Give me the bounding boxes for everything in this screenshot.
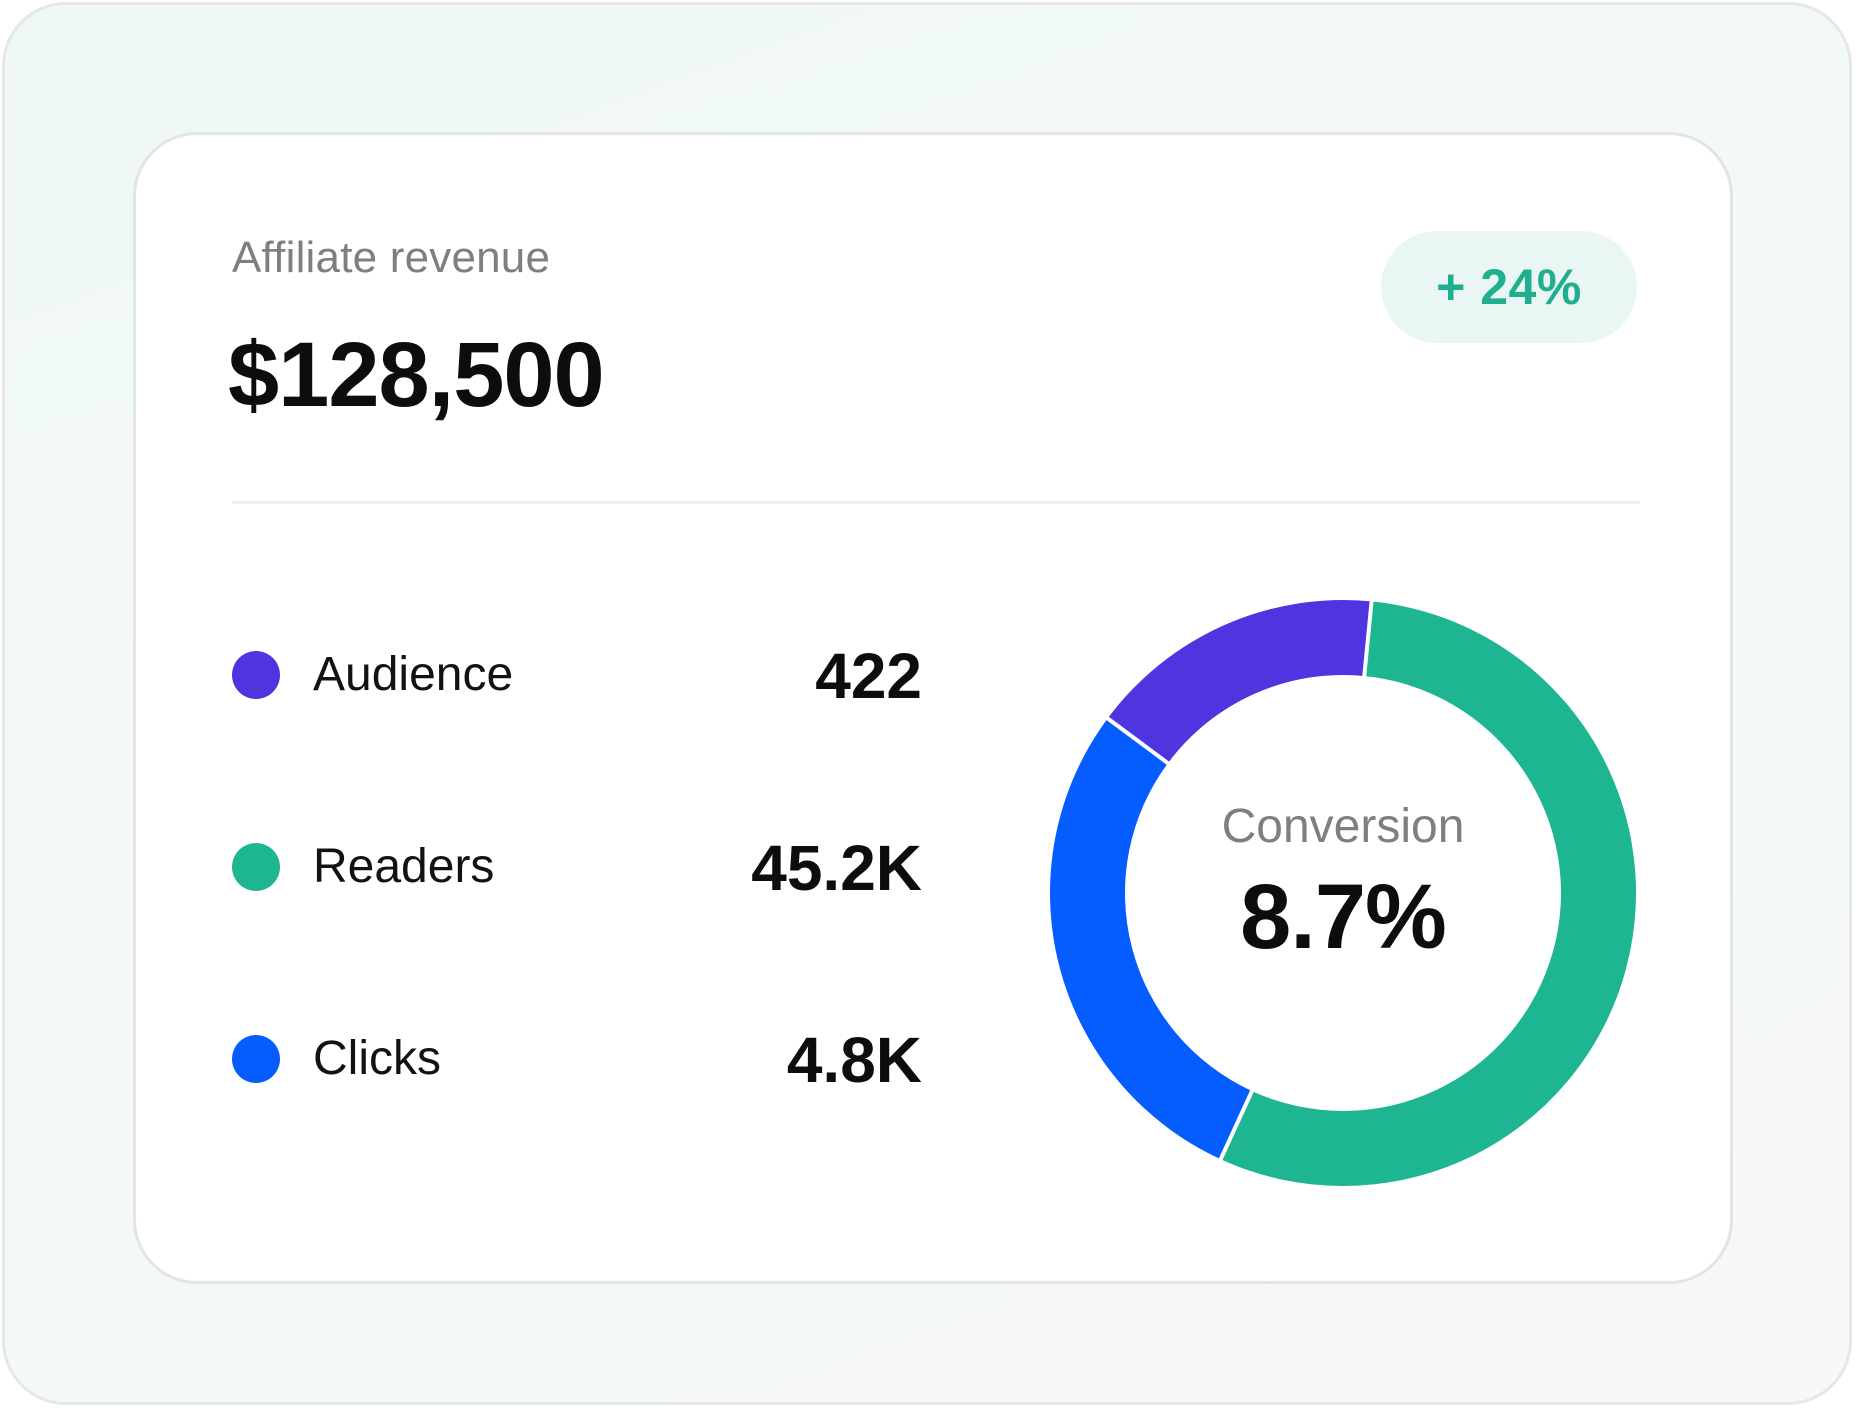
legend-item-audience: Audience 422 — [232, 635, 922, 715]
legend-value: 4.8K — [786, 1024, 922, 1096]
legend-item-clicks: Clicks 4.8K — [232, 1019, 922, 1099]
donut-svg — [1050, 599, 1637, 1186]
donut-center-label: Conversion — [1221, 800, 1465, 853]
donut-slice-separator — [1104, 715, 1171, 766]
change-badge: + 24% — [1381, 231, 1637, 343]
donut-slice-separator — [1362, 599, 1374, 679]
legend-value: 422 — [815, 640, 922, 712]
legend-value: 45.2K — [751, 832, 922, 904]
legend-dot-audience — [232, 651, 280, 699]
donut-slice-separator — [1218, 1088, 1255, 1162]
legend-dot-readers — [232, 843, 280, 891]
legend-label: Audience — [313, 648, 514, 701]
donut-slice-audience — [1107, 600, 1372, 764]
legend-label: Clicks — [313, 1032, 441, 1085]
legend-dot-clicks — [232, 1035, 280, 1083]
donut-center-value: 8.7% — [1240, 866, 1447, 968]
donut-slice-clicks — [1050, 718, 1252, 1160]
kpi-value: $128,500 — [228, 324, 605, 426]
kpi-label: Affiliate revenue — [232, 233, 551, 282]
legend-label: Readers — [313, 840, 495, 893]
affiliate-revenue-card: Affiliate revenue $128,500 + 24% Audienc… — [133, 132, 1733, 1284]
conversion-donut-chart: Conversion 8.7% — [1049, 599, 1637, 1187]
legend-item-readers: Readers 45.2K — [232, 827, 922, 907]
donut-slice-readers — [1220, 601, 1637, 1186]
divider — [232, 501, 1640, 504]
